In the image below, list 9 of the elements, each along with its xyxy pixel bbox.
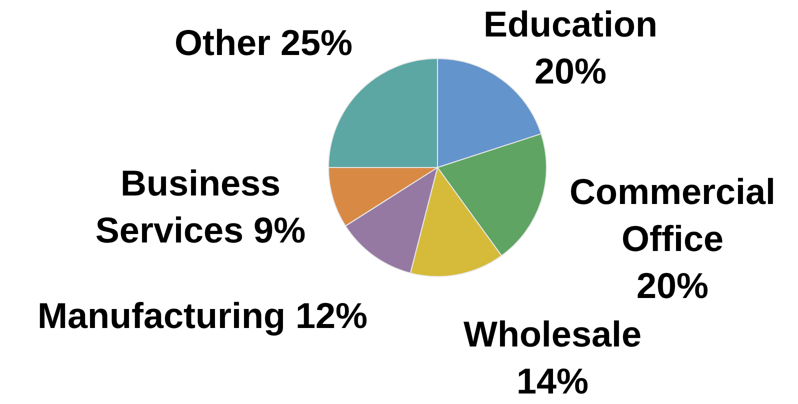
- slice-label: Other 25%: [174, 22, 353, 63]
- slice-label: Business Services 9%: [95, 162, 306, 251]
- slice-label: Commercial Office: [569, 170, 776, 259]
- data-label: 20%: [534, 50, 607, 92]
- data-label: 20%: [636, 265, 709, 306]
- slice-label: Manufacturing 12%: [37, 295, 368, 336]
- data-label: 14%: [516, 360, 589, 402]
- slice-label: Wholesale: [463, 313, 642, 354]
- slice-label: Education: [483, 3, 658, 44]
